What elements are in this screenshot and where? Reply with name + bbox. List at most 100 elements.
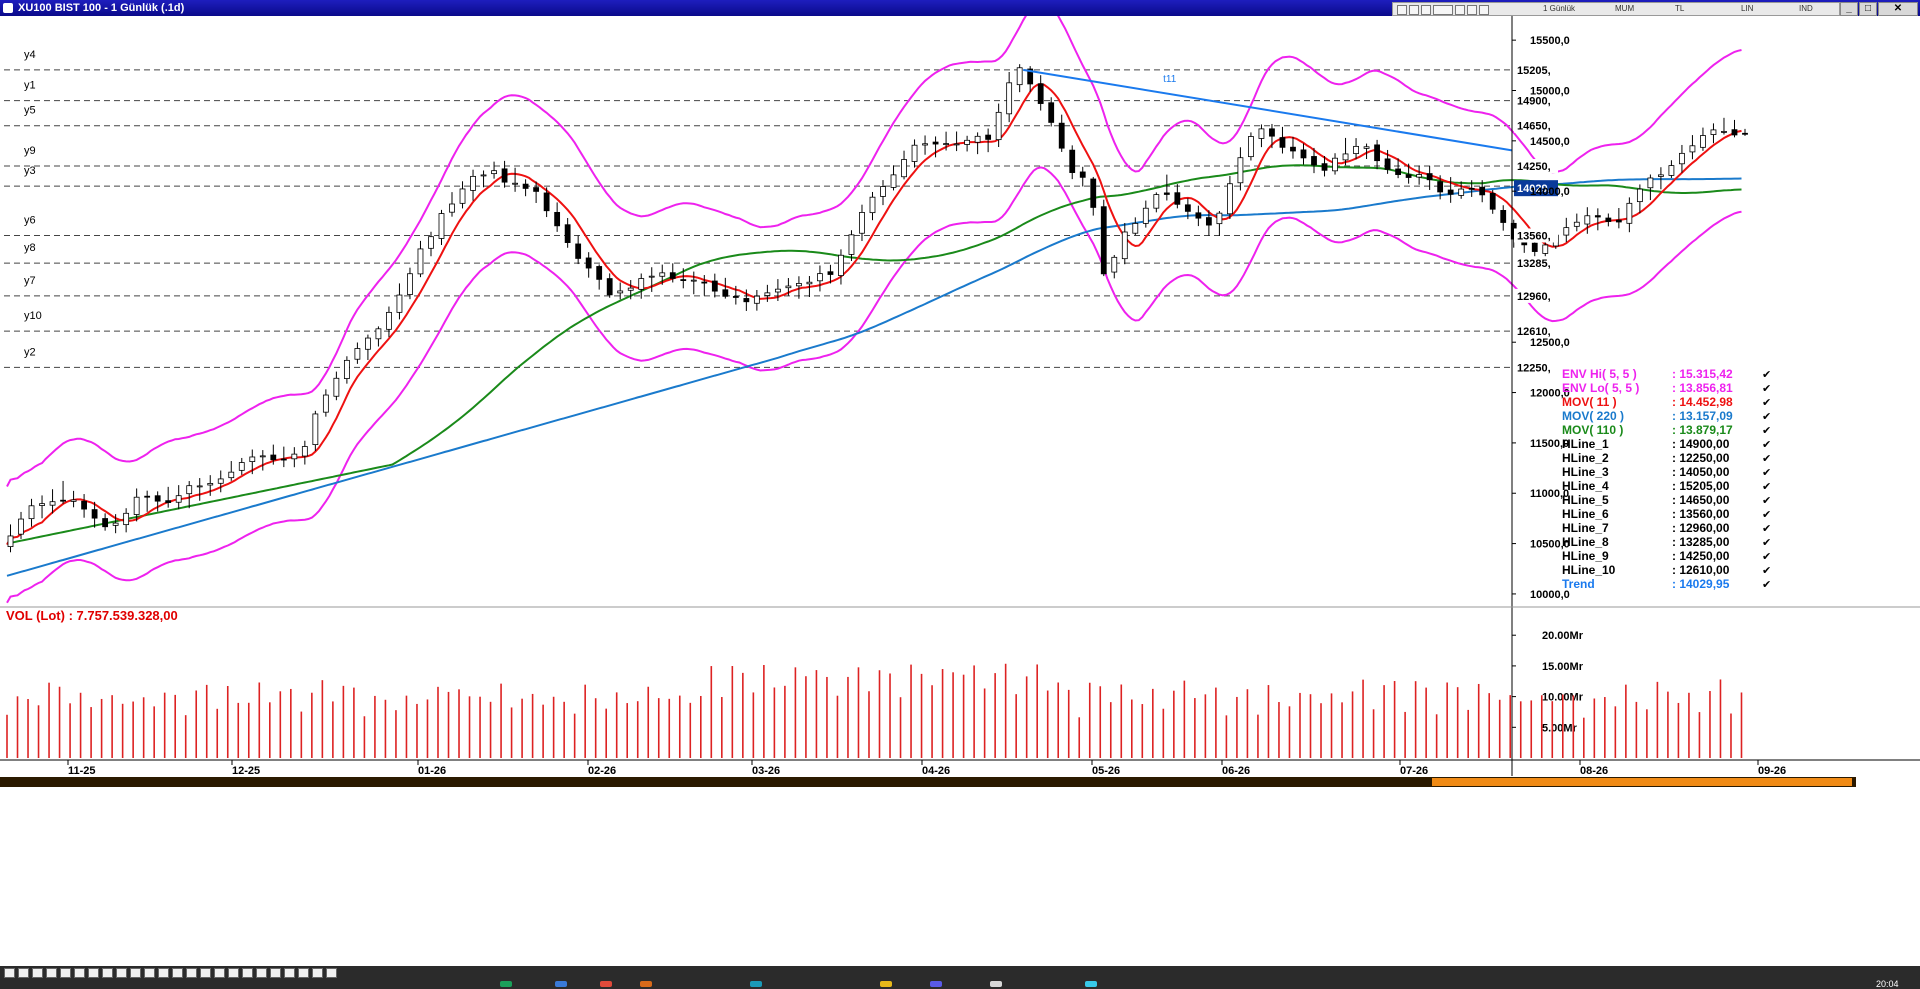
legend-label: MOV( 110 ) xyxy=(1562,423,1623,437)
quick-tool-icon[interactable] xyxy=(228,968,239,978)
toolbar-zoom-icon[interactable] xyxy=(1455,5,1465,15)
quick-tool-icon[interactable] xyxy=(32,968,43,978)
candle-body xyxy=(796,283,802,287)
candle-body xyxy=(1437,181,1444,193)
toolbar-select-icon[interactable] xyxy=(1433,5,1453,15)
taskbar-app-icon[interactable] xyxy=(750,981,762,987)
maximize-button[interactable]: □ xyxy=(1859,2,1877,16)
toolbar-indicators[interactable]: IND xyxy=(1799,4,1813,13)
candle-body xyxy=(1311,156,1317,166)
legend-label: Trend xyxy=(1562,577,1595,591)
hline-label-y9: y9 xyxy=(24,145,36,157)
toolbar-draw-icon[interactable] xyxy=(1467,5,1477,15)
toolbar-grid-icon[interactable] xyxy=(1397,5,1407,15)
close-button[interactable]: ✕ xyxy=(1878,2,1918,16)
quick-tool-icon[interactable] xyxy=(214,968,225,978)
candle-body xyxy=(1668,165,1675,176)
quick-tool-icon[interactable] xyxy=(46,968,57,978)
candle-body xyxy=(701,281,708,284)
hline-label-y10: y10 xyxy=(24,310,42,322)
quick-tool-icon[interactable] xyxy=(116,968,127,978)
quick-tool-icon[interactable] xyxy=(158,968,169,978)
candle-body xyxy=(1531,242,1538,252)
toolbar-currency[interactable]: TL xyxy=(1675,4,1685,13)
y-tick-label: 12500,0 xyxy=(1530,337,1570,349)
hline-tag-bg-y7 xyxy=(1514,288,1558,303)
quick-tool-icon[interactable] xyxy=(102,968,113,978)
volume-tick-label: 15.00Mr xyxy=(1542,661,1584,673)
candle-body xyxy=(70,499,77,502)
toolbar-save-icon[interactable] xyxy=(1409,5,1419,15)
candle-body xyxy=(1227,183,1233,215)
quick-tool-icon[interactable] xyxy=(60,968,71,978)
taskbar-app-icon[interactable] xyxy=(555,981,567,987)
candle-body xyxy=(859,212,865,234)
quick-tool-icon[interactable] xyxy=(130,968,141,978)
quick-tool-icon[interactable] xyxy=(284,968,295,978)
trend-label: t11 xyxy=(1163,74,1177,85)
legend-value: : 14250,00 xyxy=(1672,549,1730,563)
candle-body xyxy=(922,143,928,146)
hline-label-y8: y8 xyxy=(24,242,36,254)
candle-body xyxy=(312,413,319,446)
legend-check-icon: ✔ xyxy=(1762,579,1771,591)
hline-label-y6: y6 xyxy=(24,214,36,226)
candle-body xyxy=(901,159,907,178)
quick-tool-icon[interactable] xyxy=(312,968,323,978)
legend-value: : 12610,00 xyxy=(1672,563,1730,577)
toolbar-link-icon[interactable] xyxy=(1479,5,1489,15)
quick-tool-icon[interactable] xyxy=(256,968,267,978)
y-tick-label: 10500,0 xyxy=(1530,539,1570,551)
candle-body xyxy=(1132,223,1139,234)
x-tick-label: 12-25 xyxy=(232,765,260,777)
candle-body xyxy=(1710,129,1717,135)
y-tick-label: 12000,0 xyxy=(1530,388,1570,400)
candle-body xyxy=(1500,210,1507,223)
candle-body xyxy=(1205,217,1212,226)
candle-body xyxy=(501,168,508,183)
legend-check-icon: ✔ xyxy=(1762,565,1771,577)
candle-body xyxy=(1342,153,1349,161)
candle-body xyxy=(1468,187,1475,190)
quick-tool-icon[interactable] xyxy=(298,968,309,978)
quick-tool-icon[interactable] xyxy=(74,968,85,978)
taskbar-app-icon[interactable] xyxy=(990,981,1002,987)
taskbar-app-icon[interactable] xyxy=(1085,981,1097,987)
taskbar-app-icon[interactable] xyxy=(500,981,512,987)
candle-body xyxy=(1279,137,1286,148)
toolbar-charttype[interactable]: MUM xyxy=(1615,4,1635,13)
candle-body xyxy=(1069,149,1076,173)
hline-tag-bg-y4 xyxy=(1514,62,1558,77)
toolbar-period[interactable]: 1 Günlük xyxy=(1543,4,1576,13)
quick-tool-icon[interactable] xyxy=(326,968,337,978)
legend-check-icon: ✔ xyxy=(1762,439,1771,451)
candle-body xyxy=(1636,188,1643,203)
candle-body xyxy=(470,175,476,191)
toolbar-print-icon[interactable] xyxy=(1421,5,1431,15)
candle-body xyxy=(123,512,130,526)
taskbar-app-icon[interactable] xyxy=(880,981,892,987)
quick-tool-icon[interactable] xyxy=(88,968,99,978)
hline-tag-y6: 13560, xyxy=(1517,230,1551,242)
candle-body xyxy=(1647,177,1654,189)
legend-label: HLine_6 xyxy=(1562,507,1609,521)
quick-tool-icon[interactable] xyxy=(200,968,211,978)
taskbar-app-icon[interactable] xyxy=(640,981,652,987)
toolbar-scale[interactable]: LIN xyxy=(1741,4,1754,13)
taskbar-app-icon[interactable] xyxy=(930,981,942,987)
candle-body xyxy=(932,141,939,145)
env-hi-line xyxy=(6,16,1742,487)
quick-tool-icon[interactable] xyxy=(144,968,155,978)
quick-tool-icon[interactable] xyxy=(242,968,253,978)
quick-tool-icon[interactable] xyxy=(172,968,183,978)
candle-body xyxy=(217,478,224,484)
taskbar-app-icon[interactable] xyxy=(600,981,612,987)
candle-body xyxy=(512,182,518,185)
candle-body xyxy=(1027,68,1034,85)
minimize-button[interactable]: _ xyxy=(1840,2,1858,16)
quick-tool-icon[interactable] xyxy=(270,968,281,978)
quick-tool-icon[interactable] xyxy=(186,968,197,978)
candle-body xyxy=(1573,221,1580,227)
quick-tool-icon[interactable] xyxy=(18,968,29,978)
quick-tool-icon[interactable] xyxy=(4,968,15,978)
